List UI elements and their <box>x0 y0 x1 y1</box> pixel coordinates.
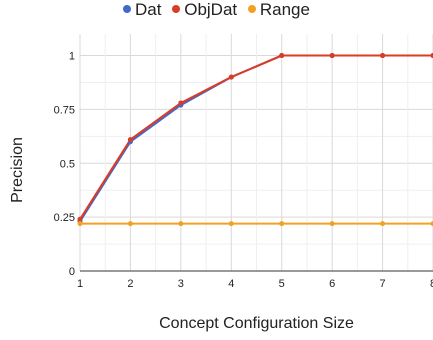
data-point-range[interactable] <box>279 221 285 227</box>
x-tick-label: 4 <box>228 278 234 290</box>
gridlines <box>79 34 433 271</box>
legend-label-dat: Dat <box>135 0 162 19</box>
y-axis-title: Precision <box>9 137 26 203</box>
x-tick-label: 5 <box>279 278 285 290</box>
chart-legend: Dat ObjDat Range <box>0 0 433 20</box>
legend-item-objdat[interactable]: ObjDat <box>172 0 237 20</box>
data-point-range[interactable] <box>228 221 234 227</box>
legend-item-dat[interactable]: Dat <box>123 0 161 20</box>
data-point-range[interactable] <box>380 221 386 227</box>
data-point-range[interactable] <box>178 221 184 227</box>
data-point-range[interactable] <box>127 221 133 227</box>
legend-label-range: Range <box>259 0 310 19</box>
x-tick-label: 1 <box>77 278 83 290</box>
legend-item-range[interactable]: Range <box>247 0 310 20</box>
legend-swatch-dat <box>123 5 132 13</box>
data-point-range[interactable] <box>329 221 335 227</box>
data-point-objdat[interactable] <box>178 100 184 106</box>
y-tick-label: 0.5 <box>60 158 75 170</box>
data-point-objdat[interactable] <box>77 216 83 222</box>
series-line-objdat[interactable] <box>79 54 433 220</box>
x-tick-label: 3 <box>178 278 184 290</box>
legend-swatch-range <box>247 5 256 13</box>
data-point-objdat[interactable] <box>228 74 234 80</box>
x-axis-title: Concept Configuration Size <box>159 315 354 332</box>
data-point-range[interactable] <box>430 221 433 227</box>
y-tick-label: 0.75 <box>54 104 75 116</box>
data-point-range[interactable] <box>77 221 83 227</box>
x-tick-label: 2 <box>127 278 133 290</box>
y-tick-label: 0.25 <box>54 212 75 224</box>
data-point-objdat[interactable] <box>329 53 335 59</box>
y-tick-label: 1 <box>69 51 75 63</box>
data-point-objdat[interactable] <box>380 53 386 59</box>
series-points <box>77 53 433 227</box>
data-point-objdat[interactable] <box>430 53 433 59</box>
data-point-objdat[interactable] <box>279 53 285 59</box>
x-tick-label: 8 <box>430 278 433 290</box>
x-tick-label: 7 <box>380 278 386 290</box>
legend-label-objdat: ObjDat <box>184 0 238 19</box>
series-lines <box>79 54 433 225</box>
data-point-objdat[interactable] <box>127 137 133 143</box>
tick-labels: 0 0.25 0.5 0.75 1 1 2 3 4 5 6 7 8 <box>54 51 433 290</box>
x-tick-label: 6 <box>329 278 335 290</box>
legend-swatch-objdat <box>172 5 181 13</box>
y-tick-label: 0 <box>69 266 75 278</box>
